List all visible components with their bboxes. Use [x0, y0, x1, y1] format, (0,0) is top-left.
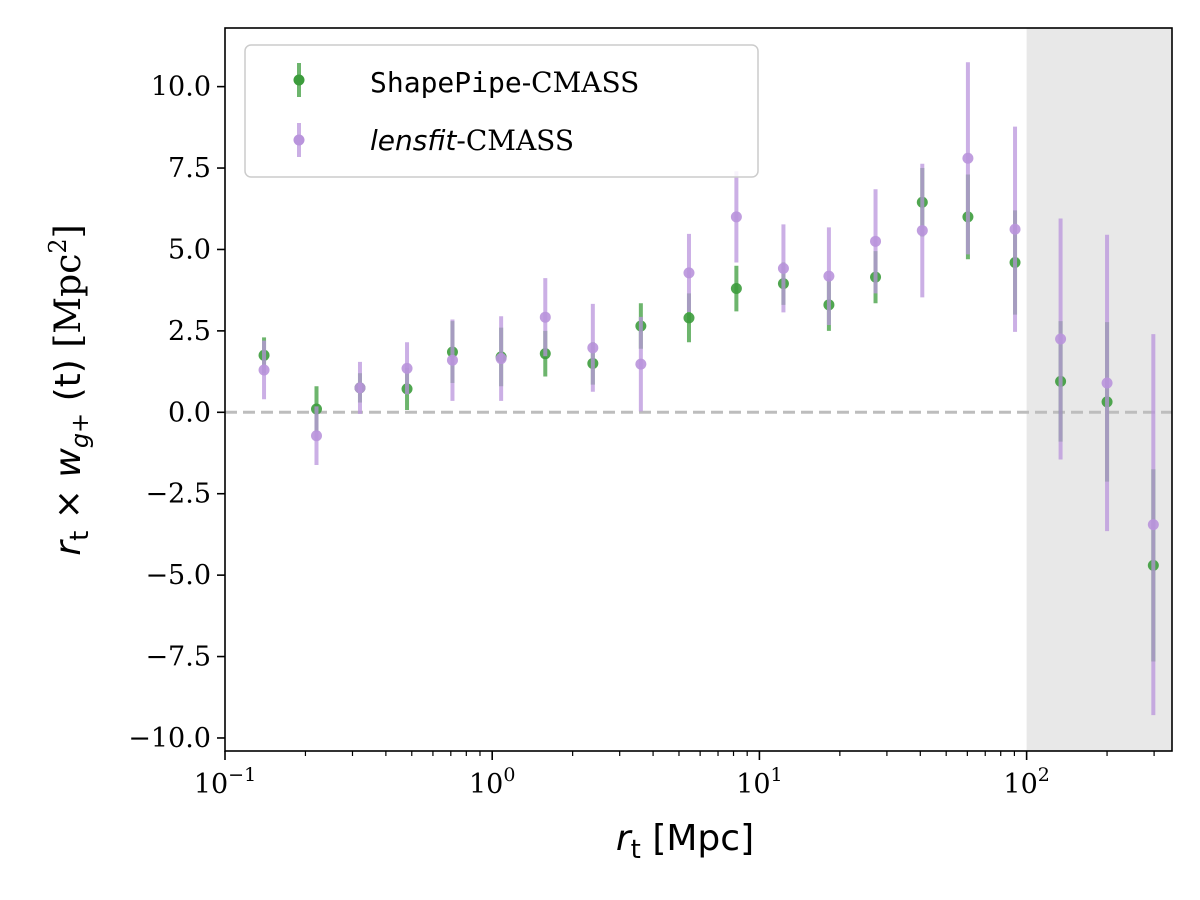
data-point [730, 211, 742, 223]
series-lensfit-cmass [258, 62, 1159, 716]
data-point [1055, 333, 1067, 345]
y-tick-label: 10.0 [151, 72, 211, 103]
legend-label-lensfit: lensfit-CMASS [370, 124, 574, 157]
plot-area [225, 28, 1172, 751]
legend-label-shapepipe: ShapePipe-CMASS [370, 66, 639, 99]
x-tick-label: 102 [1003, 764, 1049, 800]
y-tick-label: −5.0 [145, 560, 211, 591]
x-axis-label: rt [Mpc] [616, 818, 754, 865]
series-shapepipe-cmass [258, 168, 1159, 662]
y-tick-label: −7.5 [145, 642, 211, 673]
y-tick-label: 5.0 [168, 234, 211, 265]
data-point [916, 225, 928, 237]
data-point [539, 311, 551, 323]
data-point [777, 262, 789, 274]
y-tick-label: 0.0 [168, 397, 211, 428]
data-point [354, 382, 366, 394]
data-point [683, 312, 695, 324]
data-point [446, 354, 458, 366]
x-tick-label: 101 [736, 764, 782, 800]
data-point [587, 342, 599, 354]
data-point [870, 235, 882, 247]
legend: ShapePipe-CMASS lensfit-CMASS [244, 44, 759, 178]
y-tick-label: 2.5 [168, 316, 211, 347]
legend-box [244, 44, 759, 178]
data-point [495, 353, 507, 365]
legend-point [293, 74, 305, 86]
shaded-region [1026, 28, 1172, 751]
data-point [823, 270, 835, 282]
legend-marker-lensfit [293, 123, 305, 157]
legend-marker-shapepipe [293, 63, 305, 97]
data-point [401, 362, 413, 374]
x-tick-label: 100 [469, 764, 515, 800]
y-tick-label: 7.5 [168, 153, 211, 184]
data-marks [258, 62, 1159, 716]
data-point [1147, 519, 1159, 531]
data-point [962, 152, 974, 164]
y-tick-label: −2.5 [145, 479, 211, 510]
y-axis-label: rt × wg+ (t) [Mpc2] [44, 224, 95, 555]
data-point [683, 267, 695, 279]
legend-point [293, 134, 305, 146]
data-point [1009, 223, 1021, 235]
data-point [730, 283, 742, 295]
data-point [258, 364, 270, 376]
data-point [635, 358, 647, 370]
data-point [1101, 377, 1113, 389]
plot-frame [224, 27, 1173, 752]
y-tick-label: −10.0 [128, 723, 211, 754]
data-point [310, 430, 322, 442]
x-tick-label: 10−1 [194, 764, 256, 800]
axes: −10.0 −7.5 −5.0 −2.5 0.0 2.5 5.0 7.5 10.0 10−1 100… [128, 72, 1155, 800]
